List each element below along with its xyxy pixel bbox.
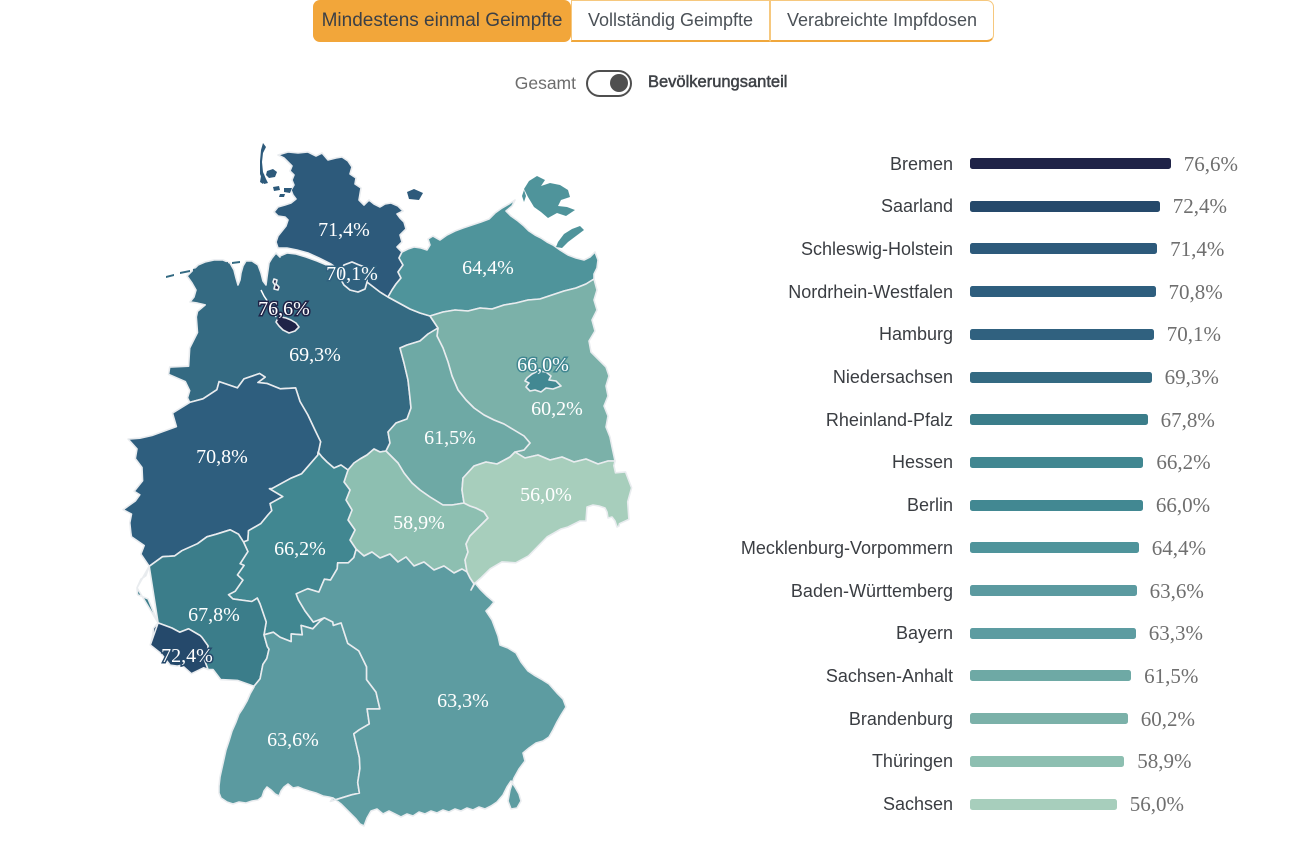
svg-text:61,5%: 61,5% — [424, 427, 476, 449]
svg-text:58,9%: 58,9% — [393, 512, 445, 534]
svg-text:70,1%: 70,1% — [326, 263, 378, 285]
svg-text:71,4%: 71,4% — [318, 219, 370, 241]
svg-text:66,2%: 66,2% — [274, 538, 326, 560]
svg-text:63,6%: 63,6% — [267, 729, 319, 751]
svg-text:56,0%: 56,0% — [520, 484, 572, 506]
svg-text:76,6%: 76,6% — [258, 298, 310, 320]
svg-text:67,8%: 67,8% — [188, 604, 240, 626]
svg-text:72,4%: 72,4% — [161, 645, 213, 667]
svg-text:60,2%: 60,2% — [531, 398, 583, 420]
svg-text:66,0%: 66,0% — [517, 354, 569, 376]
svg-text:69,3%: 69,3% — [289, 344, 341, 366]
svg-text:64,4%: 64,4% — [462, 257, 514, 279]
svg-text:63,3%: 63,3% — [437, 690, 489, 712]
svg-text:70,8%: 70,8% — [196, 446, 248, 468]
